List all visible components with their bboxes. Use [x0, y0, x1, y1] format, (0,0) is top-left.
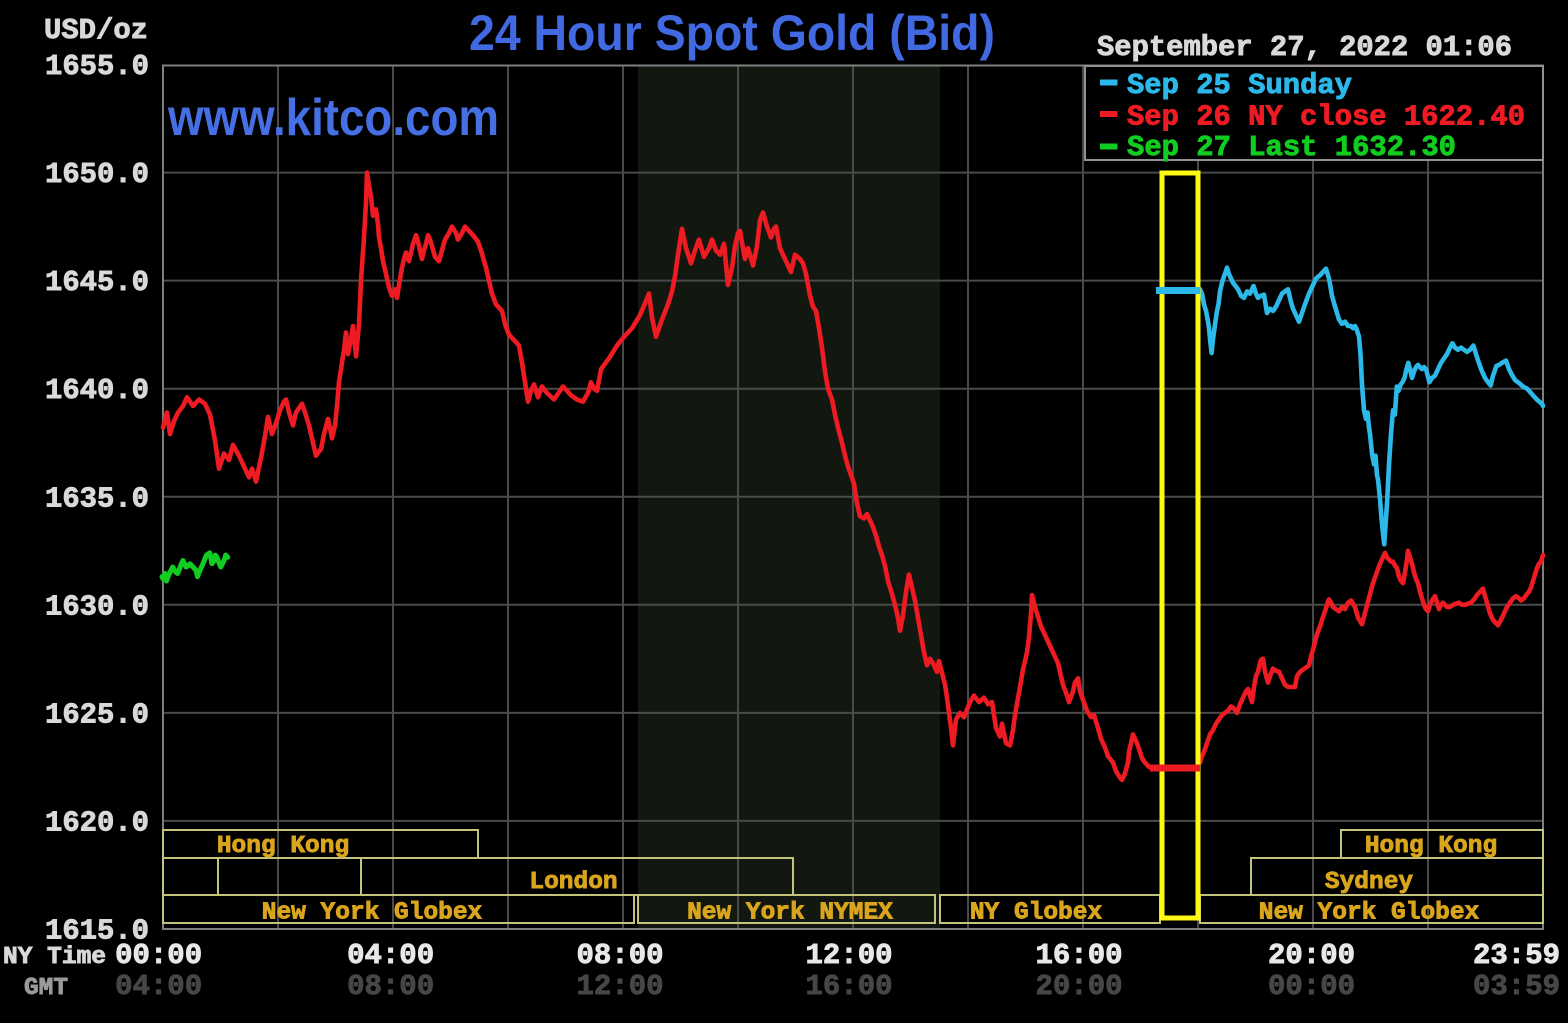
svg-text:1615.0: 1615.0: [45, 915, 149, 948]
svg-text:NY Globex: NY Globex: [970, 900, 1103, 927]
svg-text:1620.0: 1620.0: [45, 806, 149, 839]
svg-text:00:00: 00:00: [115, 939, 202, 972]
svg-text:Sep 25 Sunday: Sep 25 Sunday: [1127, 69, 1352, 102]
svg-text:12:00: 12:00: [577, 970, 664, 1003]
svg-text:1640.0: 1640.0: [45, 374, 149, 407]
svg-text:GMT: GMT: [24, 975, 68, 1002]
svg-text:16:00: 16:00: [1036, 939, 1123, 972]
svg-text:NY Time: NY Time: [3, 944, 106, 971]
svg-text:Sep 27 Last 1632.30: Sep 27 Last 1632.30: [1127, 131, 1456, 164]
svg-text:04:00: 04:00: [115, 970, 202, 1003]
svg-text:September 27, 2022 01:06: September 27, 2022 01:06: [1097, 31, 1512, 64]
svg-text:23:59: 23:59: [1473, 939, 1560, 972]
svg-text:00:00: 00:00: [1268, 970, 1355, 1003]
svg-text:1655.0: 1655.0: [45, 50, 149, 83]
svg-text:08:00: 08:00: [347, 970, 434, 1003]
svg-text:1650.0: 1650.0: [45, 158, 149, 191]
svg-text:Sydney: Sydney: [1325, 869, 1413, 896]
svg-text:08:00: 08:00: [577, 939, 664, 972]
svg-text:London: London: [529, 869, 617, 896]
svg-text:New York Globex: New York Globex: [1259, 900, 1480, 927]
svg-text:Sep 26 NY close 1622.40: Sep 26 NY close 1622.40: [1127, 101, 1525, 134]
svg-text:Hong Kong: Hong Kong: [217, 833, 349, 860]
svg-text:1645.0: 1645.0: [45, 266, 149, 299]
svg-text:1625.0: 1625.0: [45, 698, 149, 731]
svg-text:www.kitco.com: www.kitco.com: [167, 89, 499, 147]
svg-text:New York NYMEX: New York NYMEX: [687, 900, 893, 927]
svg-text:Hong Kong: Hong Kong: [1365, 833, 1497, 860]
svg-text:20:00: 20:00: [1268, 939, 1355, 972]
svg-text:USD/oz: USD/oz: [44, 14, 148, 47]
svg-text:03:59: 03:59: [1473, 970, 1560, 1003]
svg-text:New York Globex: New York Globex: [262, 900, 483, 927]
svg-text:04:00: 04:00: [347, 939, 434, 972]
svg-text:20:00: 20:00: [1036, 970, 1123, 1003]
svg-text:16:00: 16:00: [806, 970, 893, 1003]
svg-text:1630.0: 1630.0: [45, 590, 149, 623]
svg-text:1635.0: 1635.0: [45, 482, 149, 515]
svg-text:12:00: 12:00: [806, 939, 893, 972]
svg-text:24 Hour Spot Gold (Bid): 24 Hour Spot Gold (Bid): [469, 5, 995, 61]
